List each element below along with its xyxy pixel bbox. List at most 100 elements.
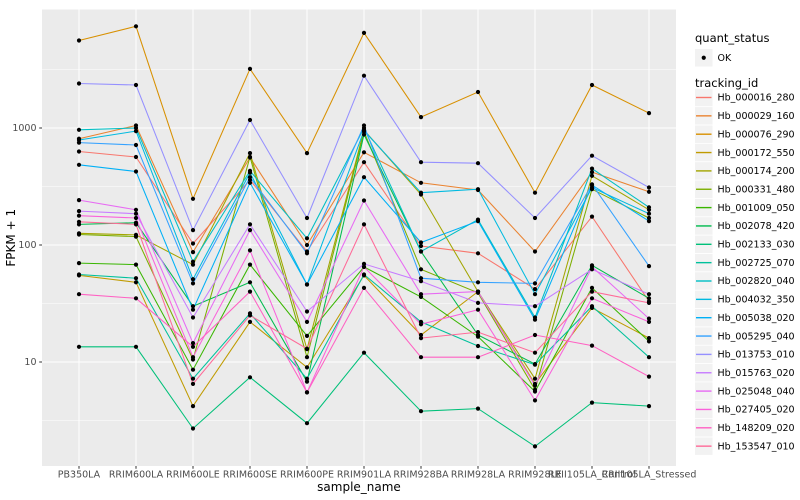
- data-point: [247, 319, 253, 324]
- data-point: [589, 153, 595, 158]
- data-point: [304, 421, 310, 426]
- data-point: [76, 140, 82, 145]
- data-point: [190, 367, 196, 372]
- data-point: [646, 185, 652, 190]
- data-point: [589, 82, 595, 88]
- data-point: [247, 151, 253, 156]
- data-point: [646, 215, 652, 221]
- legend-entry-label: Hb_005295_040: [718, 331, 795, 342]
- data-point: [475, 300, 481, 305]
- data-point: [646, 111, 652, 116]
- legend-entry-label: Hb_001009_050: [718, 203, 795, 214]
- data-point: [361, 160, 367, 165]
- data-point: [646, 404, 652, 409]
- data-point: [589, 214, 595, 219]
- legend-entry-label: Hb_005038_020: [718, 313, 795, 324]
- legend-entry: Hb_005038_020: [695, 308, 795, 327]
- data-point: [418, 292, 424, 297]
- data-point: [76, 292, 82, 297]
- data-point: [532, 389, 538, 394]
- x-tick-label: RRIM928LA: [451, 470, 506, 481]
- data-point: [532, 190, 538, 195]
- data-point: [133, 169, 139, 174]
- data-point: [532, 332, 538, 338]
- x-tick-label: RRIM901LA: [337, 470, 392, 481]
- legend-entry-label: Hb_002820_040: [718, 276, 795, 287]
- data-point: [475, 330, 481, 335]
- data-point: [361, 128, 367, 133]
- data-point: [532, 292, 538, 297]
- data-point: [247, 180, 253, 185]
- legend-entry-label: Hb_153547_010: [718, 441, 795, 452]
- legend-entry: Hb_000076_290: [695, 125, 795, 143]
- data-point: [418, 180, 424, 185]
- data-point: [532, 287, 538, 292]
- data-point: [133, 154, 139, 160]
- legend-entry: Hb_001009_050: [695, 198, 795, 217]
- data-point: [190, 307, 196, 312]
- data-point: [532, 215, 538, 221]
- data-point: [133, 125, 139, 131]
- legend-entry-label: Hb_000016_280: [718, 93, 795, 104]
- data-point: [133, 142, 139, 148]
- data-point: [646, 336, 652, 341]
- data-point: [247, 117, 253, 123]
- data-point: [133, 24, 139, 29]
- data-point: [646, 374, 652, 379]
- data-point: [304, 319, 310, 324]
- data-point: [76, 213, 82, 218]
- data-point: [247, 66, 253, 71]
- legend-entry: Hb_005295_040: [695, 327, 795, 345]
- legend-entry: Hb_013753_010: [695, 345, 795, 364]
- x-tick-label: RRIM600PE: [280, 470, 334, 481]
- data-point: [76, 209, 82, 214]
- data-point: [475, 89, 481, 95]
- data-point: [589, 264, 595, 269]
- data-point: [532, 281, 538, 286]
- legend-entry: Hb_004032_350: [695, 290, 795, 309]
- data-point: [76, 344, 82, 349]
- data-point: [190, 259, 196, 264]
- data-point: [361, 264, 367, 269]
- data-point: [133, 234, 139, 239]
- y-tick-label: 100: [18, 240, 36, 251]
- data-point: [361, 30, 367, 35]
- legend-entry: Hb_000016_280: [695, 88, 795, 107]
- data-point: [76, 219, 82, 224]
- data-point: [304, 251, 310, 256]
- data-point: [532, 376, 538, 381]
- data-point: [190, 304, 196, 309]
- data-point: [304, 236, 310, 241]
- data-point: [76, 127, 82, 132]
- data-point: [304, 242, 310, 248]
- data-point: [646, 300, 652, 305]
- data-point: [247, 313, 253, 318]
- legend-entry: Hb_153547_010: [695, 437, 795, 455]
- data-point: [589, 173, 595, 178]
- data-point: [646, 316, 652, 321]
- data-point: [304, 390, 310, 395]
- data-point: [475, 289, 481, 294]
- legend-entry-label: Hb_013753_010: [718, 350, 795, 361]
- data-point: [475, 406, 481, 411]
- data-point: [304, 355, 310, 360]
- data-point: [190, 241, 196, 246]
- data-point: [532, 304, 538, 309]
- data-point: [304, 282, 310, 287]
- ok-point-icon: [701, 55, 706, 60]
- data-point: [646, 211, 652, 216]
- data-point: [646, 189, 652, 194]
- y-axis-title: FPKM + 1: [4, 209, 18, 267]
- data-point: [304, 215, 310, 221]
- data-point: [418, 160, 424, 165]
- data-point: [475, 332, 481, 338]
- data-point: [190, 426, 196, 431]
- legend-entry-label: Hb_000331_480: [718, 184, 795, 195]
- legend-entry: Hb_002078_420: [695, 217, 795, 235]
- data-point: [133, 207, 139, 212]
- data-point: [304, 365, 310, 370]
- data-point: [247, 154, 253, 160]
- data-point: [190, 250, 196, 255]
